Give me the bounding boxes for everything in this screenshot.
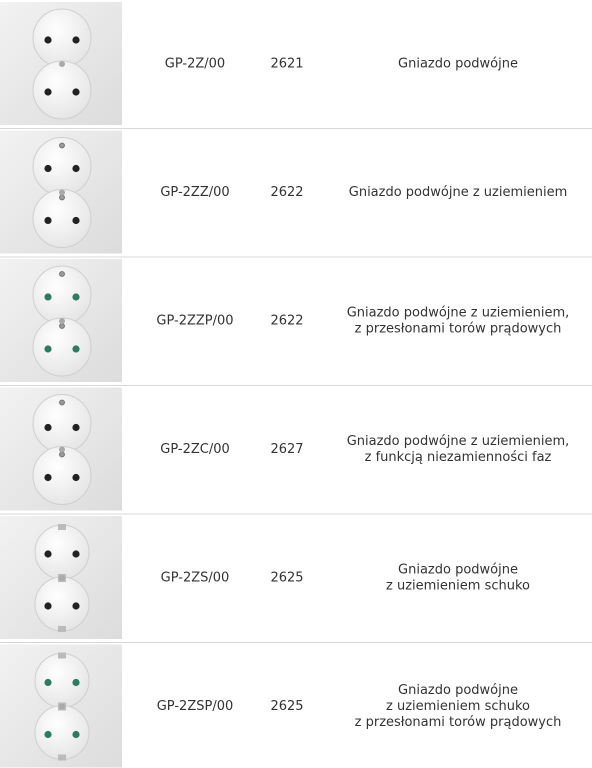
- ground-pin: [59, 323, 65, 329]
- hole: [72, 473, 80, 482]
- product-description: Gniazdo podwójne: [398, 563, 518, 578]
- product-image: [0, 130, 122, 254]
- product-number: 2622: [270, 185, 303, 200]
- ground-pin: [59, 451, 65, 458]
- socket-face: [32, 60, 92, 120]
- hole: [72, 216, 80, 225]
- hole: [72, 293, 80, 301]
- product-image: [0, 516, 122, 639]
- socket-face: [34, 705, 90, 760]
- product-description: z uziemieniem schuko: [386, 579, 530, 594]
- socket-face: [34, 653, 90, 708]
- product-code: GP-2ZSP/00: [157, 699, 234, 714]
- product-description: Gniazdo podwójne z uziemieniem,: [347, 434, 570, 449]
- product-number: 2625: [270, 699, 303, 714]
- product-number: 2621: [270, 57, 303, 72]
- hole: [72, 423, 80, 432]
- product-code: GP-2ZZ/00: [160, 185, 229, 200]
- product-image: [0, 644, 122, 768]
- schuko-clip: [58, 626, 66, 632]
- product-code: GP-2Z/00: [165, 57, 225, 72]
- product-code: GP-2ZC/00: [160, 442, 230, 457]
- product-code: GP-2ZZP/00: [156, 314, 233, 329]
- hole: [44, 473, 52, 482]
- hole: [44, 345, 52, 353]
- product-description: z przesłonami torów prądowych: [355, 715, 562, 730]
- product-description: Gniazdo podwójne: [398, 683, 518, 698]
- ground-pin: [59, 194, 65, 201]
- socket-face: [34, 524, 90, 580]
- hole: [72, 88, 80, 96]
- hole: [44, 88, 52, 96]
- hole: [44, 730, 52, 739]
- product-number: 2625: [270, 571, 303, 586]
- product-code: GP-2ZS/00: [161, 571, 230, 586]
- product-number: 2627: [270, 442, 303, 457]
- hole: [72, 602, 80, 610]
- hole: [72, 164, 80, 173]
- hole: [44, 678, 52, 687]
- hole: [72, 730, 80, 739]
- product-description: z funkcją niezamienności faz: [365, 450, 552, 465]
- screw: [59, 703, 65, 710]
- ground-pin: [59, 399, 65, 406]
- product-image: [0, 2, 122, 125]
- screw: [59, 61, 65, 67]
- screw: [59, 446, 65, 453]
- product-description: Gniazdo podwójne z uziemieniem: [349, 185, 568, 200]
- hole: [44, 36, 52, 44]
- hole: [44, 602, 52, 610]
- schuko-clip: [58, 524, 66, 530]
- socket-face: [32, 8, 92, 68]
- schuko-clip: [58, 754, 66, 761]
- product-image: [0, 387, 122, 511]
- socket-face: [34, 576, 90, 632]
- product-description: z przesłonami torów prądowych: [355, 322, 562, 337]
- hole: [72, 345, 80, 353]
- screw: [59, 189, 65, 196]
- product-description: z uziemieniem schuko: [386, 699, 530, 714]
- schuko-clip: [58, 652, 66, 659]
- product-image: [0, 259, 122, 382]
- product-description: Gniazdo podwójne: [398, 57, 518, 72]
- hole: [72, 550, 80, 558]
- hole: [72, 678, 80, 687]
- product-number: 2622: [270, 314, 303, 329]
- hole: [72, 36, 80, 44]
- hole: [44, 164, 52, 173]
- hole: [44, 216, 52, 225]
- screw: [59, 575, 65, 581]
- ground-pin: [59, 271, 65, 277]
- ground-pin: [59, 142, 65, 149]
- product-description: Gniazdo podwójne z uziemieniem,: [347, 306, 570, 321]
- hole: [44, 423, 52, 432]
- screw: [59, 318, 65, 324]
- hole: [44, 550, 52, 558]
- hole: [44, 293, 52, 301]
